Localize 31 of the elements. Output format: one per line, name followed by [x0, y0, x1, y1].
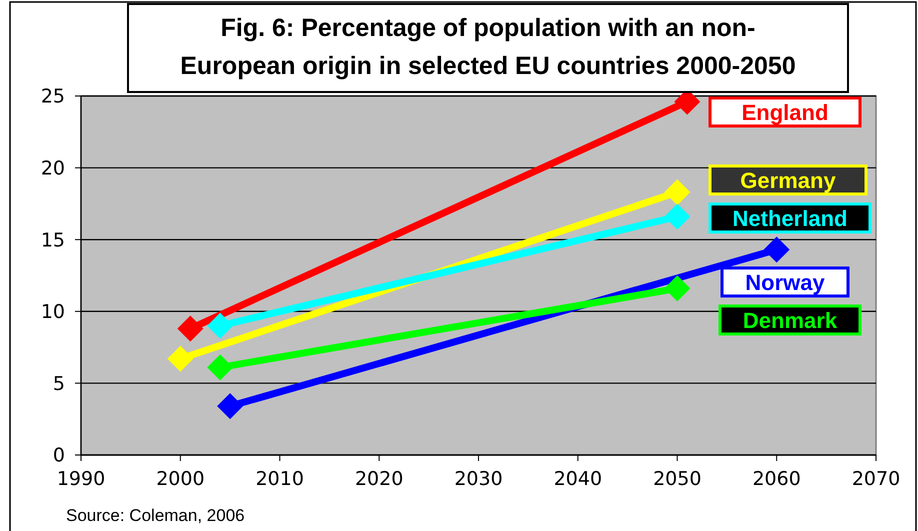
x-tick-label: 2000 — [156, 468, 205, 490]
x-tick-label: 2070 — [852, 468, 900, 490]
y-tick-label: 5 — [52, 372, 65, 395]
series-label: Netherland — [732, 206, 848, 231]
y-tick-label: 10 — [40, 301, 65, 324]
point — [167, 346, 194, 372]
series-label: England — [742, 100, 828, 125]
point — [217, 393, 244, 420]
x-tick-label: 2010 — [256, 468, 304, 490]
series-label: Norway — [745, 270, 826, 295]
chart-title: Fig. 6: Percentage of population with an non-European origin in selected EU countries 2000-2050 — [180, 14, 796, 80]
point — [207, 312, 234, 339]
text: Germany — [740, 168, 836, 193]
point — [177, 316, 204, 342]
text: Denmark — [742, 308, 838, 333]
y-tick-label: 25 — [40, 86, 65, 108]
y-tick-label: 0 — [52, 444, 65, 467]
x-tick-label: 2040 — [554, 468, 602, 490]
point — [764, 236, 790, 263]
y-tick-label: 15 — [40, 229, 65, 252]
source-note: Source: Coleman, 2006 — [66, 506, 245, 525]
point — [664, 179, 690, 206]
x-tick-label: 2020 — [354, 468, 404, 490]
x-tick-label: 2030 — [454, 468, 503, 490]
x-tick-label: 1990 — [56, 468, 106, 490]
x-tick-label: 2050 — [653, 468, 702, 490]
x-tick-label: 2060 — [752, 468, 801, 490]
y-tick-label: 20 — [40, 157, 65, 180]
point — [664, 275, 690, 302]
point — [664, 204, 690, 230]
point — [207, 354, 234, 380]
